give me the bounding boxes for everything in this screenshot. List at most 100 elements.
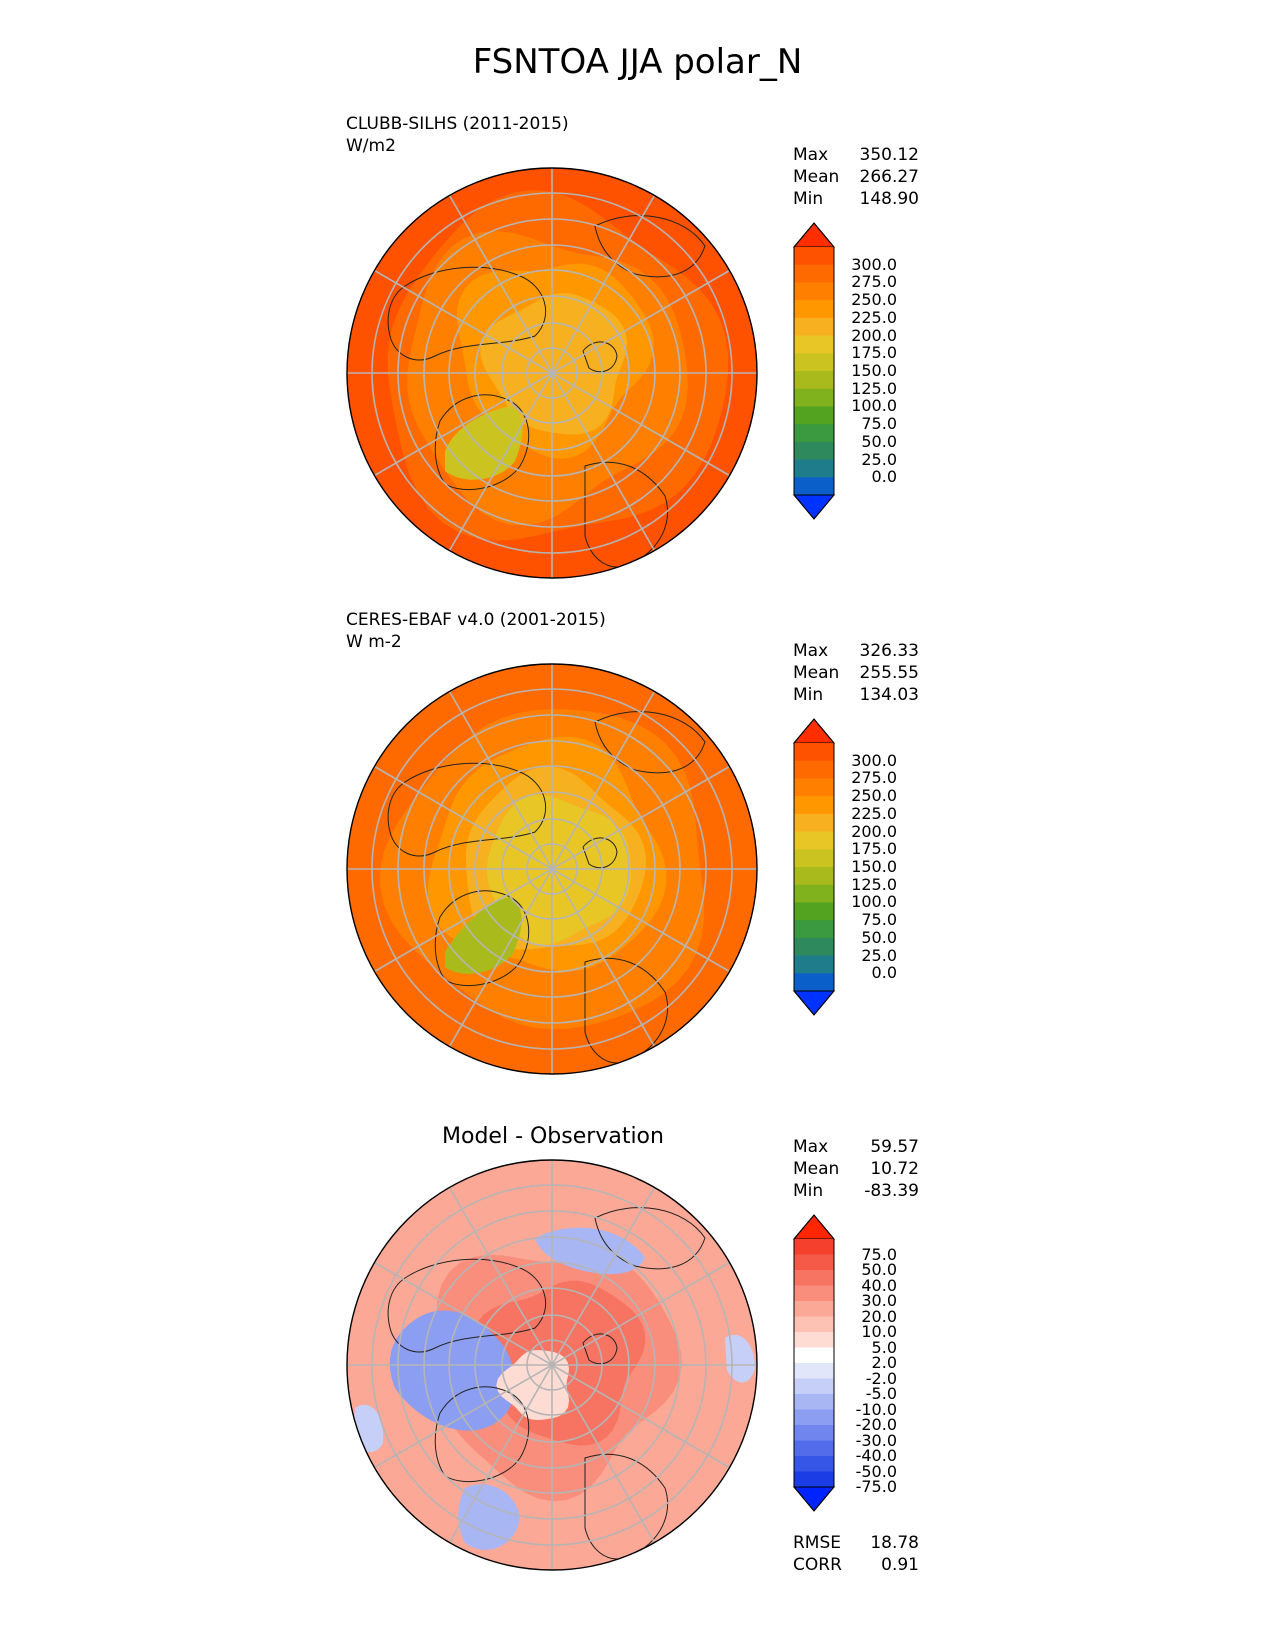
panel3-colorbar-segment — [794, 1456, 834, 1472]
panel1-colorbar-tick-label: 25.0 — [861, 449, 897, 469]
panel1-min-label: Min — [793, 189, 824, 209]
panel1-stats: Max 350.12 Mean 266.27 Min 148.90 — [793, 144, 919, 210]
panel3-colorbar-over-triangle — [792, 1214, 836, 1240]
panel3-colorbar-segment — [794, 1285, 834, 1302]
panel2-colorbar-segment — [794, 902, 834, 921]
panel2-max-label: Max — [793, 641, 829, 661]
panel2-graticule — [347, 664, 757, 1074]
panel2-colorbar-tick-label: 225.0 — [851, 803, 897, 823]
panel3-max-label: Max — [793, 1137, 829, 1157]
panel3-colorbar-under-triangle — [792, 1486, 836, 1512]
panel2-colorbar-segment — [794, 743, 834, 762]
panel3-colorbar-segment — [794, 1363, 834, 1379]
panel1-colorbar-tick-label: 150.0 — [851, 361, 897, 380]
panel1-min-value: 148.90 — [859, 189, 919, 209]
panel3-colorbar-tick-label: -20.0 — [855, 1415, 897, 1434]
panel2-colorbar-segment — [794, 937, 834, 957]
panel1-colorbar-tick-label: 200.0 — [851, 325, 897, 345]
panel2-polar-map — [346, 663, 758, 1075]
panel2-stats: Max 326.33 Mean 255.55 Min 134.03 — [793, 640, 919, 706]
panel1-colorbar-segment — [794, 441, 834, 461]
panel2-colorbar-outline — [793, 718, 835, 1016]
panel1-colorbar-tick-label: 275.0 — [851, 272, 897, 292]
panel3-metrics: RMSE 18.78 CORR 0.91 — [793, 1532, 919, 1576]
panel1-map-boundary — [346, 167, 758, 579]
panel1-colorbar-segment — [794, 406, 834, 425]
panel3-max-value: 59.57 — [870, 1137, 919, 1157]
rmse-label: RMSE — [793, 1533, 842, 1553]
panel2-title: CERES-EBAF v4.0 (2001-2015) W m-2 — [346, 609, 606, 653]
panel2-colorbar-tick-label: 275.0 — [851, 768, 897, 788]
panel1-colorbar-segment — [794, 264, 834, 283]
panel3-colorbar-tick-label: 2.0 — [871, 1353, 897, 1372]
panel1-colorbar-segment — [794, 300, 834, 319]
panel2-colorbar-segment — [794, 849, 834, 868]
panel3-colorbar-segment — [794, 1378, 834, 1395]
panel1-graticule — [347, 168, 757, 578]
panel3-colorbar-tick-label: 20.0 — [861, 1306, 897, 1326]
panel3-colorbar-tick-label: 75.0 — [861, 1244, 897, 1264]
panel3-colorbar-tick-label: -50.0 — [855, 1461, 897, 1481]
panel3-colorbar-segment — [794, 1254, 834, 1271]
panel2-colorbar-tick-label: 100.0 — [851, 892, 897, 912]
panel1-colorbar-tick-label: 50.0 — [861, 431, 897, 451]
panel2-map-boundary — [346, 663, 758, 1075]
panel3-colorbar-segment — [794, 1347, 834, 1364]
panel2-max-value: 326.33 — [859, 641, 919, 661]
panel3-colorbar-segment — [794, 1409, 834, 1426]
panel1-max-label: Max — [793, 145, 829, 165]
panel1-colorbar-segment — [794, 371, 834, 390]
panel1-colorbar-tick-label: 250.0 — [851, 290, 897, 310]
panel3-colorbar-segment — [794, 1425, 834, 1441]
panel2-colorbar-segment — [794, 884, 834, 903]
panel3-min-label: Min — [793, 1181, 824, 1201]
panel3-colorbar-tick-label: 40.0 — [861, 1275, 897, 1295]
panel2-colorbar-tick-label: 50.0 — [861, 927, 897, 947]
panel3-colorbar-tick-label: -75.0 — [855, 1477, 897, 1496]
panel2-colorbar-tick-label: 175.0 — [851, 839, 897, 859]
panel3-colorbar-tick-label: 30.0 — [861, 1291, 897, 1310]
panel2-colorbar-segment — [794, 973, 834, 992]
panel2-colorbar-segment — [794, 796, 834, 815]
panel3-polar-map — [346, 1159, 758, 1571]
panel1-colorbar-segment — [794, 477, 834, 496]
panel1-colorbar-tick-label: 300.0 — [851, 254, 897, 274]
panel3-colorbar-segment — [794, 1440, 834, 1457]
panel3-colorbar-tick-label: 10.0 — [861, 1322, 897, 1341]
panel2-colorbar-segment — [794, 955, 834, 974]
corr-value: 0.91 — [881, 1555, 919, 1575]
panel3-colorbar-segment — [794, 1332, 834, 1348]
panel2-colorbar-tick-label: 150.0 — [851, 857, 897, 876]
panel3-colorbar — [792, 1214, 836, 1512]
panel1-colorbar-segment — [794, 317, 834, 337]
panel1-greenland-field — [445, 406, 523, 480]
panel1-mean-value: 266.27 — [859, 167, 919, 187]
panel1-colorbar-segment — [794, 353, 834, 372]
panel3-colorbar-segment — [794, 1316, 834, 1333]
panel1-colorbar-segment — [794, 335, 834, 354]
panel3-colorbar-tick-label: -40.0 — [855, 1446, 897, 1465]
panel2-colorbar-tick-label: 25.0 — [861, 945, 897, 965]
panel2-colorbar-tick-label: 250.0 — [851, 786, 897, 806]
panel2-colorbar-tick-label: 0.0 — [871, 963, 897, 983]
panel2-colorbar-segment — [794, 813, 834, 833]
panel2-colorbar-over-triangle — [792, 718, 836, 744]
panel1-colorbar-tick-label: 125.0 — [851, 378, 897, 398]
panel2-field-core — [486, 794, 631, 945]
panel2-obs-name: CERES-EBAF v4.0 (2001-2015) — [346, 610, 606, 630]
panel2-mean-value: 255.55 — [859, 663, 919, 683]
panel3-colorbar-tick-label: -30.0 — [855, 1430, 897, 1450]
panel3-colorbar-segment — [794, 1270, 834, 1286]
panel1-colorbar-tick-label: 225.0 — [851, 307, 897, 327]
figure-title: FSNTOA JJA polar_N — [472, 42, 803, 82]
panel3-min-value: -83.39 — [864, 1181, 919, 1201]
panel3-title: Model - Observation — [442, 1124, 664, 1149]
panel2-mean-label: Mean — [793, 663, 840, 683]
panel3-colorbar-outline — [793, 1214, 835, 1512]
panel1-title: CLUBB-SILHS (2011-2015) W/m2 — [346, 113, 569, 157]
panel3-colorbar-tick-label: -2.0 — [865, 1368, 897, 1388]
corr-label: CORR — [793, 1555, 842, 1575]
panel1-polar-map — [346, 167, 758, 579]
panel2-colorbar-segment — [794, 778, 834, 797]
panel2-colorbar-segment — [794, 760, 834, 779]
